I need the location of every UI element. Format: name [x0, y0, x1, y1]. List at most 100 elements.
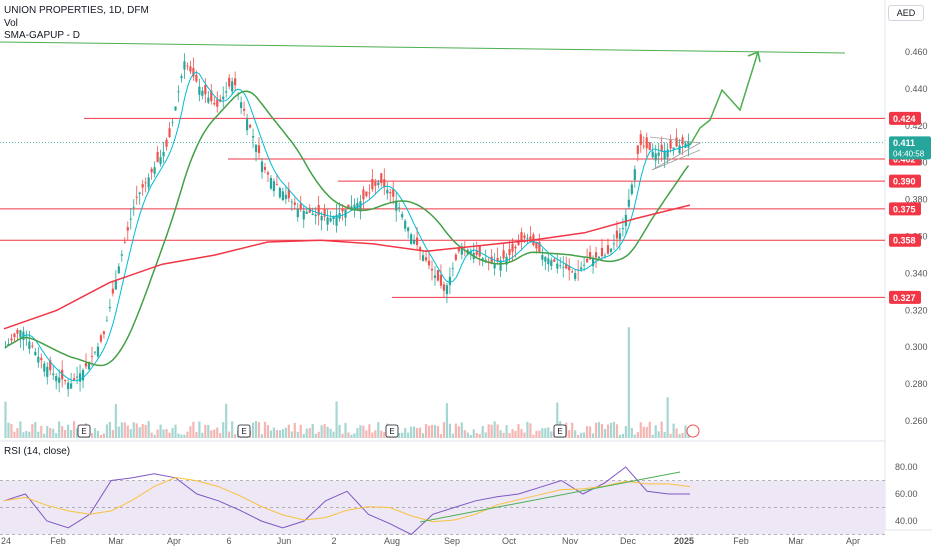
candle-body: [556, 263, 559, 269]
volume-bar: [64, 429, 67, 438]
candle-body: [189, 66, 192, 72]
candle-body: [228, 77, 231, 87]
volume-bar: [463, 430, 466, 438]
time-axis-label: Apr: [846, 536, 860, 546]
candle-body: [588, 252, 592, 260]
volume-bar: [651, 434, 654, 438]
volume-bar: [645, 426, 648, 438]
candle-body: [243, 108, 246, 111]
candle-body: [445, 285, 449, 295]
earnings-marker: [553, 424, 567, 438]
candle-body: [612, 243, 616, 245]
candle-body: [368, 192, 371, 194]
volume-bar: [314, 433, 317, 438]
candle-body: [323, 208, 326, 217]
volume-bar: [427, 425, 431, 438]
volume-bar: [398, 432, 401, 438]
candle-body: [529, 236, 532, 242]
volume-bar: [219, 433, 222, 438]
candle-body: [603, 255, 607, 257]
candle-body: [457, 247, 460, 252]
sma-mid-line: [5, 90, 690, 367]
candle-body: [478, 245, 481, 257]
volume-bar: [150, 432, 153, 438]
candle-body: [43, 363, 46, 372]
level-price-tag: [889, 202, 921, 216]
price-tick-label: 0.380: [905, 195, 928, 205]
candle-body: [407, 227, 410, 232]
candle-body: [386, 189, 389, 194]
volume-bar: [556, 402, 559, 438]
volume-bar: [49, 428, 52, 438]
volume-bar: [10, 424, 13, 438]
candle-body: [19, 330, 22, 338]
candle-body: [624, 214, 627, 226]
volume-bar: [329, 428, 332, 438]
candle-body: [404, 220, 407, 229]
candle-body: [365, 191, 368, 197]
candle-body: [574, 272, 577, 280]
volume-bar: [430, 424, 434, 438]
volume-bar: [380, 430, 383, 438]
volume-bar: [642, 426, 645, 438]
candle-body: [594, 252, 598, 258]
volume-bar: [102, 433, 106, 438]
candle-body: [186, 65, 189, 67]
current-price-label: 0.411: [893, 138, 915, 148]
candle-body: [416, 237, 419, 246]
volume-bar: [478, 434, 481, 438]
volume-bar: [675, 428, 678, 438]
volume-bar: [416, 427, 419, 438]
candle-body: [618, 233, 621, 240]
candle-body: [317, 204, 320, 216]
candle-body: [562, 266, 565, 268]
volume-bar: [580, 432, 583, 438]
rsi-tick-label: 60.00: [895, 489, 918, 499]
volume-bar: [67, 424, 70, 438]
candle-body: [362, 189, 365, 200]
candle-body: [90, 356, 94, 357]
candle-body: [347, 204, 350, 208]
candle-body: [49, 360, 52, 371]
volume-bar: [460, 422, 463, 438]
triangle-pattern: [649, 136, 702, 171]
volume-bar: [335, 401, 338, 438]
candle-body: [669, 139, 672, 149]
candle-body: [335, 214, 338, 226]
candle-body: [156, 151, 159, 163]
candle-body: [314, 214, 317, 217]
candle-body: [413, 240, 416, 244]
candle-body: [383, 179, 386, 187]
level-price-label: 0.402: [893, 155, 916, 165]
volume-bar: [117, 426, 120, 438]
candle-body: [34, 351, 37, 356]
time-axis-label: Oct: [502, 536, 517, 546]
volume-bar: [180, 434, 183, 438]
candle-body: [565, 263, 568, 269]
currency-button[interactable]: AED: [888, 5, 924, 21]
candle-body: [287, 189, 290, 199]
volume-bar: [418, 427, 422, 438]
candle-body: [240, 102, 243, 108]
volume-bar: [350, 434, 353, 438]
candle-body: [433, 275, 437, 278]
candle-body: [630, 184, 633, 194]
volume-bar: [144, 424, 147, 438]
candle-body: [389, 191, 392, 194]
volume-bar: [544, 428, 547, 438]
volume-bar: [517, 424, 520, 438]
volume-bar: [496, 424, 499, 438]
candle-body: [213, 103, 216, 105]
volume-bar: [410, 426, 413, 438]
candle-body: [639, 134, 642, 145]
candle-body: [678, 145, 681, 154]
volume-bar: [511, 429, 514, 438]
level-price-tag: [889, 174, 921, 188]
candle-body: [499, 260, 502, 271]
level-price-tag: [889, 233, 921, 247]
volume-bar: [320, 425, 323, 438]
candle-body: [64, 379, 67, 382]
volume-bar: [436, 426, 440, 438]
volume-bar: [305, 428, 308, 438]
